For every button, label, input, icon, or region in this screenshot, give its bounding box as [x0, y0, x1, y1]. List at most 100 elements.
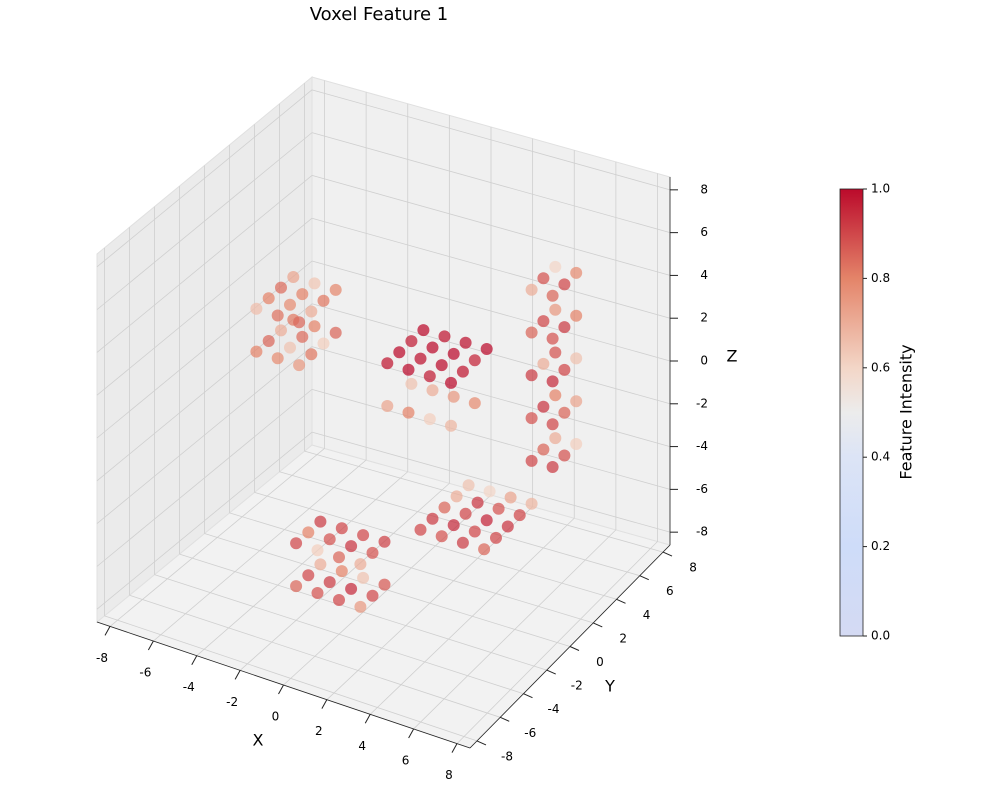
voxel-point — [450, 490, 463, 503]
voxel-point — [435, 359, 448, 372]
voxel-point — [468, 525, 481, 538]
voxel-point — [405, 335, 418, 348]
grid-line — [304, 450, 664, 553]
grid-line — [311, 132, 671, 234]
y-tick-label: -6 — [524, 726, 536, 740]
voxel-point — [462, 479, 475, 492]
voxel-point — [381, 400, 394, 412]
grid-line — [311, 260, 671, 362]
grid-line — [311, 346, 671, 447]
voxel-point — [333, 594, 345, 606]
x-tick — [191, 655, 198, 665]
grid-line — [96, 346, 313, 524]
voxel-point — [456, 536, 469, 549]
x-tick — [408, 728, 415, 739]
voxel-point — [329, 283, 342, 296]
voxel-point — [537, 443, 550, 456]
voxel-point — [546, 375, 559, 388]
voxel-point — [478, 543, 491, 556]
voxel-point — [417, 324, 430, 337]
x-tick — [104, 626, 111, 636]
z-tick-label: -4 — [696, 439, 708, 453]
voxel-point — [317, 337, 330, 350]
voxel-point — [480, 514, 493, 527]
voxel-point — [250, 345, 263, 358]
grid-line — [279, 471, 640, 577]
voxel-point — [546, 332, 559, 345]
y-tick-label: 4 — [643, 608, 651, 622]
grid-line — [96, 431, 313, 610]
voxel-point — [504, 491, 517, 504]
voxel-point — [378, 578, 391, 591]
grid-line — [96, 89, 313, 268]
voxel-point — [293, 359, 306, 372]
x-tick — [278, 684, 284, 695]
x-tick — [364, 714, 371, 724]
voxel-point — [262, 335, 275, 347]
voxel-point — [262, 292, 275, 305]
voxel-point — [402, 406, 415, 419]
voxel-point — [525, 326, 538, 339]
voxel-point — [438, 501, 451, 514]
voxel-point — [250, 302, 263, 315]
voxel-point — [537, 357, 550, 370]
voxel-point — [333, 551, 345, 564]
voxel-point — [305, 305, 318, 318]
voxel-point — [308, 277, 321, 290]
voxel-point — [402, 363, 415, 376]
voxel-point — [354, 558, 367, 571]
voxel-point — [445, 376, 457, 389]
voxel-point — [490, 531, 502, 544]
voxel-point — [426, 341, 439, 354]
panes — [95, 75, 671, 749]
voxel-point — [314, 515, 327, 528]
voxel-point — [546, 461, 559, 473]
points — [250, 260, 583, 613]
y-tick-label: -4 — [548, 702, 560, 716]
voxel-point — [302, 526, 315, 539]
x-tick-label: 4 — [358, 739, 366, 753]
grid-line — [311, 303, 671, 405]
voxel-point — [537, 272, 550, 285]
voxel-point — [314, 558, 327, 571]
voxel-point — [414, 352, 427, 365]
voxel-point — [501, 520, 514, 533]
voxel-point — [447, 347, 460, 360]
voxel-point — [525, 369, 538, 382]
voxel-point — [549, 432, 562, 445]
x-tick — [234, 670, 241, 680]
z-tick-label: 4 — [700, 268, 708, 282]
x-tick-label: 0 — [272, 710, 280, 724]
voxel-point — [525, 497, 538, 510]
voxel-point — [335, 565, 348, 578]
grid-line — [96, 389, 313, 567]
voxel-point — [549, 260, 562, 273]
voxel-point — [366, 546, 379, 559]
voxel-point — [308, 320, 321, 333]
chart-title: Voxel Feature 1 — [310, 4, 448, 25]
voxel-point — [492, 502, 505, 515]
colorbar-tick-label: 0.2 — [871, 539, 890, 553]
voxel-point — [549, 303, 562, 316]
x-tick-label: -8 — [96, 651, 108, 665]
x-tick — [147, 640, 154, 651]
grid-line — [96, 217, 313, 396]
axes: -8 -6 -4 -2 0 2 4 6 8 -8 -6 -4 -2 0 2 4 6 8 -8 -6 -4 -2 0 2 4 6 8 — [96, 177, 708, 782]
x-axis-label: X — [253, 731, 264, 750]
voxel-point — [354, 600, 367, 613]
y-tick-label: -2 — [571, 679, 583, 693]
voxel-point — [483, 485, 496, 498]
voxel-point — [323, 576, 336, 589]
y-tick — [546, 669, 556, 675]
y-tick — [500, 716, 510, 722]
y-tick — [569, 646, 580, 651]
voxel-point — [405, 377, 418, 390]
colorbar-tick-label: 0.4 — [871, 450, 890, 464]
voxel-point — [570, 395, 583, 408]
voxel-point — [335, 522, 348, 535]
colorbar-tick-label: 0.8 — [871, 271, 890, 285]
voxel-point — [525, 454, 538, 467]
voxel-point — [271, 309, 284, 322]
voxel-point — [546, 418, 559, 431]
